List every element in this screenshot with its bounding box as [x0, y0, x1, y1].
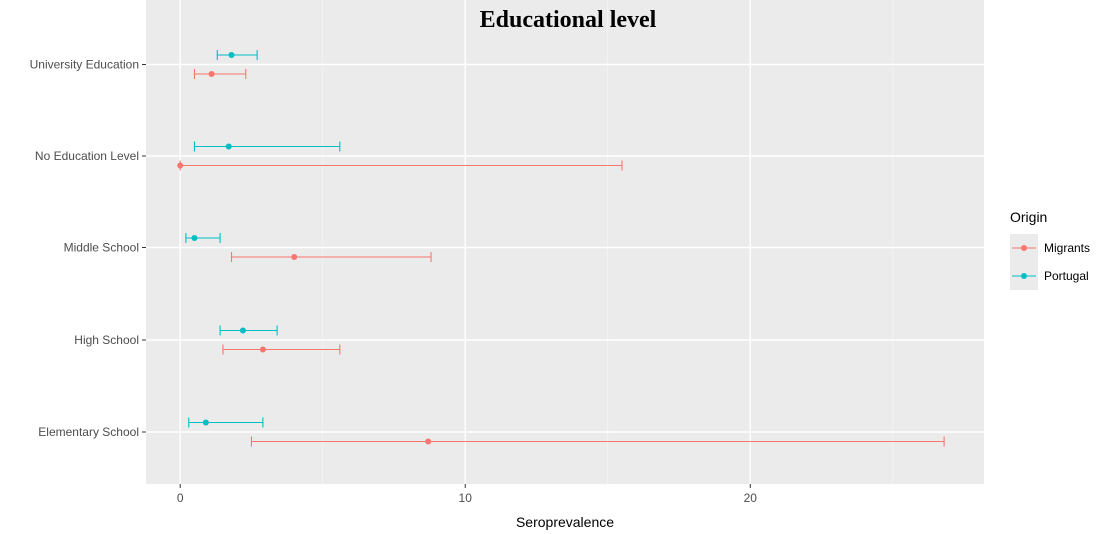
point-estimate [239, 327, 246, 334]
legend-title: Origin [1010, 209, 1047, 225]
error-bar-portugal [219, 325, 278, 336]
legend-label: Portugal [1044, 269, 1089, 283]
x-tick-label: 20 [744, 491, 758, 505]
legend: Origin Migrants Portugal [1010, 209, 1090, 290]
point-estimate [208, 71, 215, 77]
legend-item-migrants: Migrants [1010, 234, 1090, 262]
plot-panel [146, 0, 984, 484]
y-axis: University Education No Education Level Mi… [30, 58, 146, 439]
error-bars [177, 50, 945, 447]
legend-item-portugal: Portugal [1010, 262, 1089, 290]
y-tick-label: No Education Level [35, 149, 139, 163]
legend-label: Migrants [1044, 241, 1090, 255]
x-tick-label: 0 [177, 491, 184, 505]
point-estimate [228, 52, 235, 58]
error-bar-portugal [216, 50, 258, 60]
error-bar-migrants [177, 160, 623, 171]
error-bar-portugal [188, 417, 264, 428]
y-tick-label: Elementary School [38, 425, 139, 439]
point-estimate [425, 438, 432, 445]
chart-title: Educational level [480, 7, 657, 33]
y-tick-label: Middle School [64, 241, 139, 255]
error-bar-migrants [230, 252, 432, 262]
legend-key-point [1021, 273, 1027, 279]
y-tick-label: University Education [30, 58, 139, 72]
error-bar-portugal [193, 141, 341, 152]
error-bar-migrants [250, 436, 945, 447]
point-estimate [202, 419, 209, 426]
x-axis: 0 10 20 [177, 484, 757, 505]
error-bar-migrants [193, 69, 247, 79]
point-estimate [291, 254, 298, 260]
point-estimate [259, 346, 266, 353]
point-estimate [225, 143, 232, 150]
y-tick-label: High School [74, 333, 139, 347]
legend-key-point [1021, 245, 1027, 251]
x-axis-title: Seroprevalence [516, 514, 614, 530]
error-bar-portugal [185, 233, 221, 243]
point-estimate [177, 162, 184, 169]
point-estimate [191, 235, 198, 241]
grid-lines [146, 0, 984, 484]
error-bar-migrants [222, 344, 341, 355]
x-tick-label: 10 [459, 491, 473, 505]
